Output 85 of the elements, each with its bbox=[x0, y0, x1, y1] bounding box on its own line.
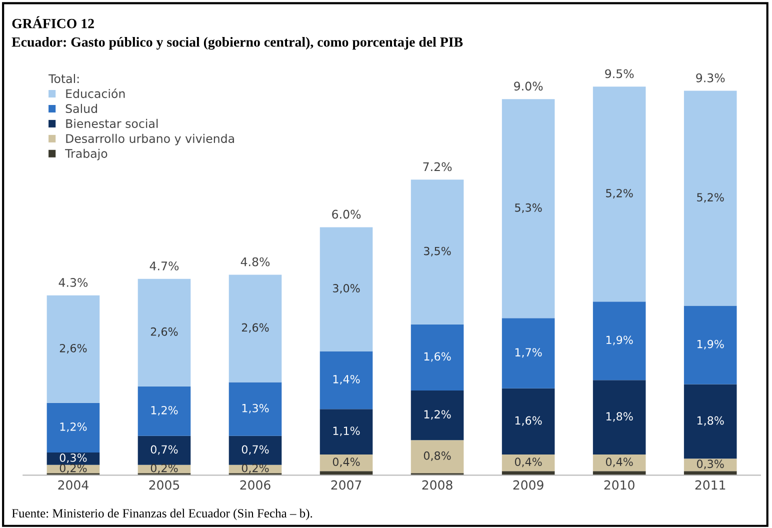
bar bbox=[410, 390, 464, 440]
total-label: 6.0% bbox=[332, 210, 361, 219]
data-label: 1,2% bbox=[424, 410, 451, 420]
chart-title: GRÁFICO 12 bbox=[12, 16, 94, 28]
bar bbox=[502, 388, 555, 455]
bar bbox=[592, 302, 646, 380]
x-tick-label: 2008 bbox=[422, 480, 452, 490]
bar bbox=[138, 386, 191, 436]
total-label: 4.3% bbox=[58, 278, 88, 287]
data-label: 2,6% bbox=[60, 344, 87, 354]
data-label: 1,9% bbox=[697, 340, 724, 350]
total-label: 4.7% bbox=[150, 261, 179, 270]
data-label: 1,6% bbox=[424, 352, 451, 362]
bar bbox=[228, 274, 282, 382]
bar bbox=[320, 409, 373, 455]
total-label: 9.0% bbox=[514, 82, 543, 91]
x-tick-label: 2009 bbox=[513, 480, 544, 490]
bar bbox=[684, 90, 737, 306]
bar bbox=[320, 351, 373, 410]
legend-label: Salud bbox=[66, 104, 97, 114]
data-label: 0,4% bbox=[606, 458, 633, 468]
data-label: 0,2% bbox=[150, 464, 178, 474]
bar bbox=[320, 454, 373, 472]
x-tick-label: 2004 bbox=[58, 480, 88, 490]
data-label: 1,2% bbox=[151, 406, 178, 416]
x-tick-label: 2011 bbox=[695, 480, 726, 490]
x-tick-label: 2007 bbox=[331, 480, 362, 490]
data-label: 0,3% bbox=[696, 460, 724, 470]
total-label: 4.8% bbox=[240, 257, 270, 266]
bar bbox=[502, 318, 555, 388]
data-label: 0,8% bbox=[424, 451, 451, 461]
data-label: 1,8% bbox=[606, 412, 633, 422]
legend-label: Bienestar social bbox=[66, 118, 158, 128]
bar bbox=[320, 227, 373, 352]
chart-subtitle: Ecuador: Gasto público y social (gobierno central), como porcentaje del PIB bbox=[12, 36, 463, 50]
data-label: 0,7% bbox=[150, 445, 178, 455]
x-tick-label: 2010 bbox=[604, 480, 634, 490]
data-label: 5,3% bbox=[515, 203, 542, 213]
data-label: 0,3% bbox=[60, 453, 87, 464]
bar bbox=[410, 180, 464, 324]
bar bbox=[410, 324, 464, 390]
bar bbox=[138, 436, 191, 465]
data-label: 1,2% bbox=[60, 422, 87, 432]
data-label: 0,2% bbox=[242, 464, 269, 474]
data-label: 1,3% bbox=[242, 404, 269, 414]
data-label: 1,7% bbox=[515, 348, 542, 358]
data-label: 3,0% bbox=[333, 284, 360, 294]
total-label: 7.2% bbox=[423, 162, 452, 172]
bar bbox=[228, 436, 282, 465]
bar bbox=[410, 440, 464, 474]
data-label: 5,2% bbox=[697, 193, 724, 203]
bar bbox=[502, 454, 555, 472]
data-label: 1,6% bbox=[515, 416, 542, 426]
total-label: 9.3% bbox=[696, 73, 725, 82]
bar bbox=[138, 278, 191, 386]
source-note: Fuente: Ministerio de Finanzas del Ecuador (Sin Fecha – b). bbox=[12, 508, 312, 520]
bar bbox=[592, 380, 646, 455]
total-label: 9.5% bbox=[605, 69, 634, 78]
bar bbox=[46, 402, 100, 452]
data-label: 5,2% bbox=[606, 188, 633, 198]
bar bbox=[592, 86, 646, 302]
bar bbox=[46, 295, 100, 403]
legend-label: Educación bbox=[66, 88, 125, 98]
bar bbox=[684, 306, 737, 384]
bar bbox=[228, 382, 282, 436]
x-tick-label: 2006 bbox=[240, 480, 270, 490]
bar bbox=[502, 99, 555, 318]
data-label: 0,2% bbox=[60, 464, 87, 474]
data-label: 3,5% bbox=[424, 246, 451, 256]
bar bbox=[592, 454, 646, 472]
bar bbox=[684, 458, 737, 472]
data-label: 1,9% bbox=[606, 336, 633, 346]
data-label: 1,8% bbox=[697, 416, 724, 426]
legend-title: Total: bbox=[48, 74, 79, 84]
data-label: 1,1% bbox=[333, 426, 360, 436]
data-label: 0,7% bbox=[242, 445, 269, 455]
data-label: 0,4% bbox=[332, 458, 360, 468]
legend-label: Desarrollo urbano y vivienda bbox=[66, 134, 234, 146]
x-tick-label: 2005 bbox=[149, 480, 180, 490]
data-label: 1,4% bbox=[333, 374, 360, 384]
legend-label: Trabajo bbox=[65, 148, 108, 160]
bar bbox=[684, 384, 737, 459]
data-label: 2,6% bbox=[242, 323, 269, 333]
data-label: 0,4% bbox=[514, 458, 542, 468]
data-label: 2,6% bbox=[150, 327, 178, 337]
